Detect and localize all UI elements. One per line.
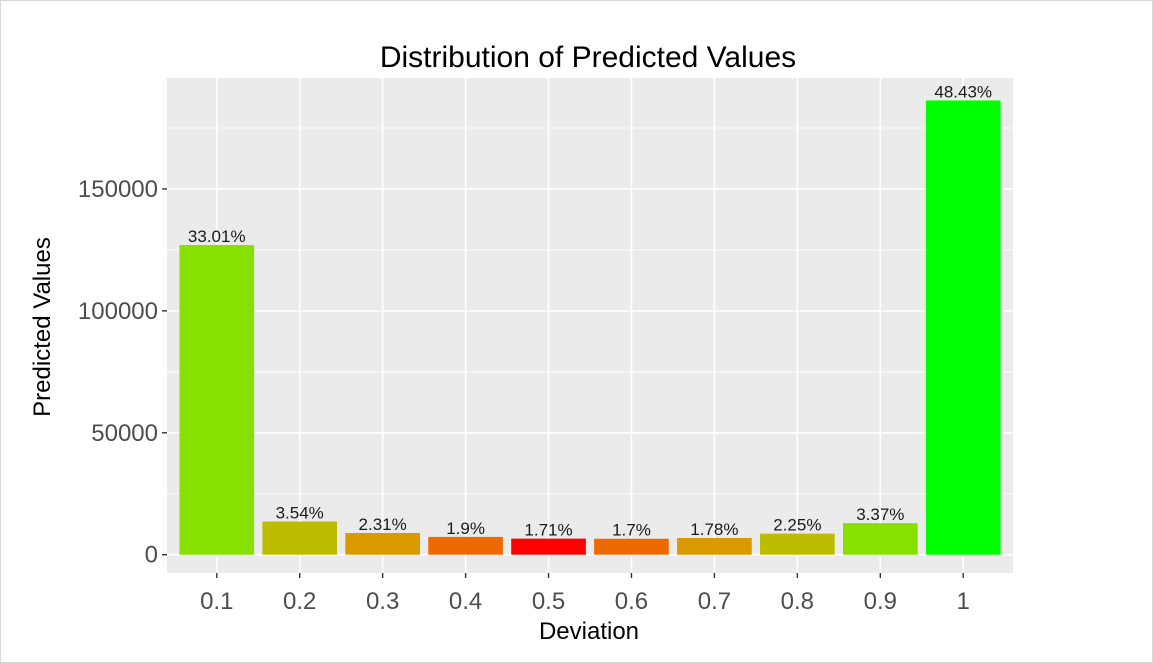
y-tick-label: 0 <box>145 542 158 569</box>
bar-0.6 <box>594 538 669 555</box>
x-tick-label: 0.7 <box>698 588 731 615</box>
chart-title: Distribution of Predicted Values <box>380 41 796 74</box>
bar-0.4 <box>428 536 503 555</box>
bar-0.7 <box>677 538 752 555</box>
minor-gridlines <box>167 127 1013 495</box>
data-label-0.5: 1.71% <box>524 521 572 540</box>
bar-0.1 <box>179 245 255 555</box>
x-axis-title: Deviation <box>539 618 639 645</box>
x-tick-label: 0.2 <box>283 588 316 615</box>
y-tick-label: 50000 <box>91 420 158 447</box>
y-tick-label: 150000 <box>78 176 158 203</box>
bar-0.8 <box>760 533 835 555</box>
y-tick-label: 100000 <box>78 298 158 325</box>
data-label-0.6: 1.7% <box>612 521 651 540</box>
y-axis: 0 50000 100000 150000 <box>78 176 167 569</box>
bar-1 <box>925 100 1001 555</box>
data-label-1: 48.43% <box>934 82 992 101</box>
data-labels: 33.01% 3.54% 2.31% 1.9% 1.71% 1.7% 1.78% 2.25% 3… <box>188 82 992 539</box>
x-tick-label: 0.1 <box>200 588 233 615</box>
x-tick-label: 0.3 <box>366 588 399 615</box>
bar-0.2 <box>262 521 338 555</box>
bar-0.5 <box>511 538 586 555</box>
data-label-0.3: 2.31% <box>359 515 407 534</box>
bar-0.9 <box>842 523 918 555</box>
x-tick-label: 1 <box>957 588 970 615</box>
data-label-0.4: 1.9% <box>446 519 485 538</box>
x-tick-label: 0.6 <box>615 588 648 615</box>
data-label-0.7: 1.78% <box>690 520 738 539</box>
y-axis-title: Predicted Values <box>29 237 56 417</box>
data-label-0.9: 3.37% <box>856 505 904 524</box>
bar-0.3 <box>345 533 420 555</box>
data-label-0.1: 33.01% <box>188 227 246 246</box>
x-tick-label: 0.5 <box>532 588 565 615</box>
plot-panel <box>167 78 1013 573</box>
data-label-0.2: 3.54% <box>276 504 324 523</box>
bars <box>179 100 1001 555</box>
data-label-0.8: 2.25% <box>773 516 821 535</box>
x-axis: 0.1 0.2 0.3 0.4 0.5 0.6 0.7 0.8 0.9 1 <box>200 573 970 615</box>
x-tick-label: 0.4 <box>449 588 482 615</box>
x-tick-label: 0.9 <box>864 588 897 615</box>
x-tick-label: 0.8 <box>781 588 814 615</box>
